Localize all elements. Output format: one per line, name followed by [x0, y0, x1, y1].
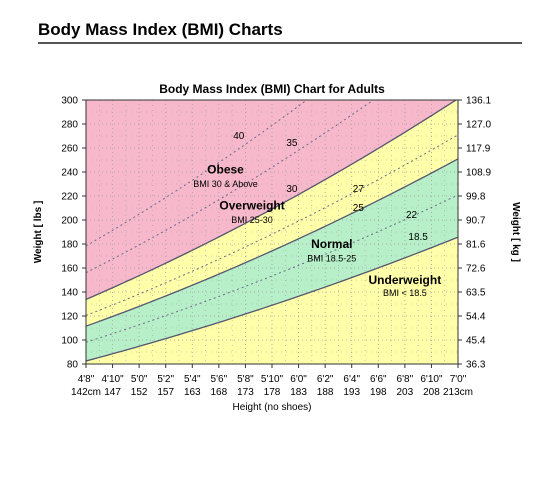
x-tick-label-cm: 178	[264, 387, 281, 398]
y-right-tick-label: 99.8	[466, 192, 486, 203]
bmi-curve-label: 25	[353, 203, 365, 214]
bmi-curve-label: 40	[233, 131, 245, 142]
y-tick-label: 300	[61, 96, 78, 107]
x-tick-label-ft: 4'10"	[101, 374, 124, 385]
x-tick-label-cm: 168	[211, 387, 228, 398]
x-tick-label-ft: 5'8"	[237, 374, 254, 385]
zone-range-obese: BMI 30 & Above	[193, 179, 258, 189]
y-tick-label: 80	[67, 360, 79, 371]
chart-title: Body Mass Index (BMI) Chart for Adults	[159, 82, 385, 96]
bmi-curve-label: 27	[353, 184, 365, 195]
y-tick-label: 160	[61, 264, 78, 275]
x-tick-label-cm: 208	[423, 387, 440, 398]
x-tick-label-ft: 4'8"	[78, 374, 95, 385]
x-tick-label-cm: 188	[317, 387, 334, 398]
x-tick-label-ft: 6'6"	[370, 374, 387, 385]
zone-label-underweight: Underweight	[369, 273, 442, 287]
zone-label-normal: Normal	[311, 237, 352, 251]
x-axis-title: Height (no shoes)	[233, 402, 312, 413]
y-tick-label: 180	[61, 240, 78, 251]
x-tick-label-cm: 193	[343, 387, 360, 398]
zone-range-overweight: BMI 25-30	[231, 215, 273, 225]
x-tick-label-ft: 5'2"	[157, 374, 174, 385]
y-tick-label: 220	[61, 192, 78, 203]
bmi-curve-label: 22	[406, 210, 418, 221]
x-tick-label-ft: 7'0"	[450, 374, 467, 385]
x-tick-label-cm: 203	[397, 387, 414, 398]
zone-range-normal: BMI 18.5-25	[307, 253, 356, 263]
y-tick-label: 100	[61, 336, 78, 347]
bmi-30-boundary-line	[86, 100, 458, 301]
x-tick-label-ft: 6'8"	[397, 374, 414, 385]
y-right-tick-label: 45.4	[466, 336, 486, 347]
bmi-27-guide-line	[86, 134, 458, 316]
zone-obese	[86, 100, 456, 300]
zone-range-underweight: BMI < 18.5	[383, 288, 427, 298]
zone-underweight	[86, 237, 458, 364]
x-tick-label-ft: 6'2"	[317, 374, 334, 385]
y-tick-label: 120	[61, 312, 78, 323]
y-tick-label: 280	[61, 120, 78, 131]
y-right-tick-label: 81.6	[466, 240, 486, 251]
y-right-tick-label: 90.7	[466, 216, 486, 227]
bmi-40-guide-line	[86, 100, 308, 247]
x-tick-label-cm: 142cm	[71, 387, 101, 398]
x-tick-label-ft: 5'6"	[211, 374, 228, 385]
x-tick-label-ft: 6'0"	[290, 374, 307, 385]
bmi-18-5-boundary-line	[86, 236, 458, 362]
bmi-35-guide-line	[86, 100, 375, 274]
x-tick-label-cm: 152	[131, 387, 148, 398]
zone-label-overweight: Overweight	[219, 199, 284, 213]
y-tick-label: 260	[61, 144, 78, 155]
y-right-tick-label: 136.1	[466, 96, 491, 107]
x-tick-label-cm: 163	[184, 387, 201, 398]
x-tick-label-cm: 157	[157, 387, 174, 398]
x-tick-label-ft: 6'4"	[343, 374, 360, 385]
bmi-22-guide-line	[86, 194, 458, 343]
x-tick-label-ft: 5'10"	[261, 374, 284, 385]
x-tick-label-cm: 198	[370, 387, 387, 398]
y-right-tick-label: 108.9	[466, 168, 491, 179]
bmi-curve-label: 30	[286, 184, 298, 195]
y-tick-label: 200	[61, 216, 78, 227]
y-axis-title-right: Weight [ kg ]	[510, 202, 521, 262]
y-right-tick-label: 36.3	[466, 360, 486, 371]
y-tick-label: 240	[61, 168, 78, 179]
title-divider	[38, 42, 522, 44]
y-right-tick-label: 117.9	[466, 144, 491, 155]
zone-label-obese: Obese	[207, 163, 244, 177]
y-right-tick-label: 54.4	[466, 312, 486, 323]
bmi-curve-label: 18.5	[408, 232, 428, 243]
x-tick-label-cm: 147	[104, 387, 121, 398]
x-tick-label-cm: 183	[290, 387, 307, 398]
x-tick-label-ft: 5'0"	[131, 374, 148, 385]
y-axis-title-left: Weight [ lbs ]	[33, 201, 44, 264]
x-tick-label-cm: 173	[237, 387, 254, 398]
bmi-curve-label: 35	[286, 138, 298, 149]
y-right-tick-label: 72.6	[466, 264, 486, 275]
bmi-25-boundary-line	[86, 158, 458, 327]
x-tick-label-cm: 213cm	[443, 387, 473, 398]
y-right-tick-label: 127.0	[466, 120, 491, 131]
page-title: Body Mass Index (BMI) Charts	[38, 20, 283, 39]
y-right-tick-label: 63.5	[466, 288, 486, 299]
x-tick-label-ft: 5'4"	[184, 374, 201, 385]
y-tick-label: 140	[61, 288, 78, 299]
x-tick-label-ft: 6'10"	[420, 374, 443, 385]
